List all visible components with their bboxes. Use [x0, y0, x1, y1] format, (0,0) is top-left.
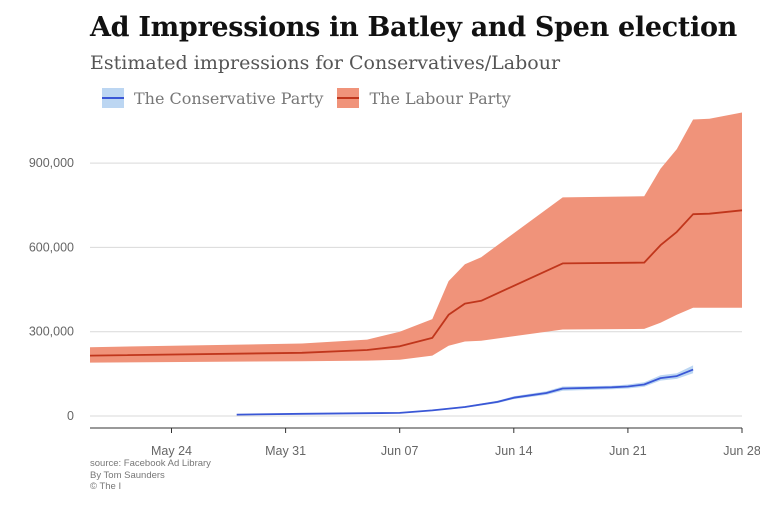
x-tick-label: Jun 28	[723, 444, 760, 458]
legend-label-labour: The Labour Party	[369, 88, 511, 108]
legend-swatch-conservative	[102, 88, 124, 108]
author-line: By Tom Saunders	[90, 469, 165, 481]
legend-item-labour[interactable]: The Labour Party	[337, 88, 511, 108]
band-labour	[90, 112, 742, 363]
legend-item-conservative[interactable]: The Conservative Party	[102, 88, 323, 108]
y-tick-labels: 0 300,000 600,000 900,000	[29, 156, 74, 423]
legend-swatch-labour	[337, 88, 360, 108]
x-tick-label: May 24	[151, 444, 192, 458]
x-tick-label: Jun 21	[609, 444, 647, 458]
copyright-line: © The I	[90, 481, 122, 492]
series-lines	[89, 209, 743, 416]
legend: The Conservative Party The Labour Party	[102, 86, 525, 110]
source-line: source: Facebook Ad Library	[90, 458, 211, 469]
x-tick-label: Jun 07	[381, 444, 419, 458]
chart-title: Ad Impressions in Batley and Spen electi…	[90, 12, 738, 43]
uncertainty-bands	[90, 112, 742, 415]
legend-line-labour	[337, 97, 360, 99]
x-tick-labels: May 24 May 31 Jun 07 Jun 14 Jun 21 Jun 28	[151, 444, 760, 458]
chart-subtitle: Estimated impressions for Conservatives/…	[90, 52, 561, 74]
source-note: source: Facebook Ad Library By Tom Saund…	[90, 458, 211, 493]
y-tick-label: 300,000	[29, 325, 74, 339]
axes	[90, 427, 743, 433]
x-tick-label: May 31	[265, 444, 306, 458]
line-labour	[89, 209, 743, 357]
y-tick-label: 600,000	[29, 240, 74, 254]
legend-label-conservative: The Conservative Party	[134, 88, 324, 108]
line-conservative	[236, 368, 694, 416]
y-tick-label: 900,000	[29, 156, 74, 170]
y-tick-label: 0	[67, 409, 74, 423]
x-tick-label: Jun 14	[495, 444, 533, 458]
legend-line-conservative	[102, 97, 124, 99]
